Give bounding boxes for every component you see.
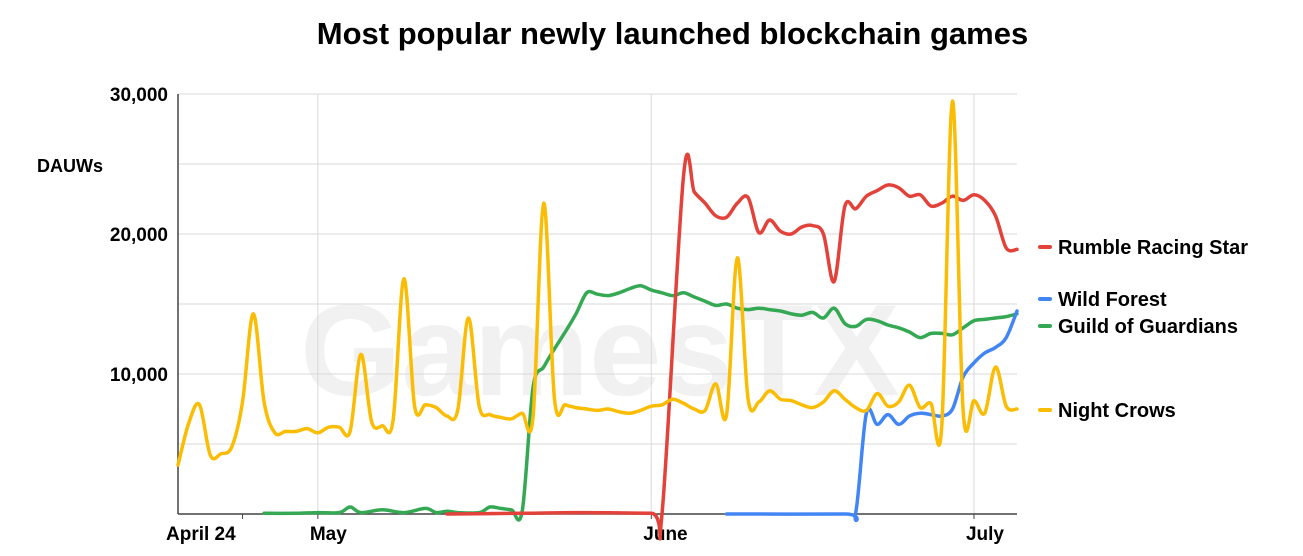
- series-line-night-crows: [176, 99, 1019, 467]
- y-axis-label: DAUWs: [37, 156, 103, 176]
- legend-label: Guild of Guardians: [1058, 316, 1238, 338]
- legend-label: Wild Forest: [1058, 289, 1167, 311]
- series-line-wild-forest: [724, 309, 1019, 523]
- x-tick-label: June: [643, 524, 687, 545]
- y-axis-ticks: 10,000 20,000 30,000: [110, 85, 168, 386]
- x-tick-label: July: [966, 524, 1004, 545]
- y-tick-label: 20,000: [110, 225, 168, 246]
- x-tick-label: April 24: [166, 524, 236, 545]
- x-tick-label: May: [310, 524, 347, 545]
- y-tick-label: 10,000: [110, 365, 168, 386]
- series-lines: [176, 99, 1019, 541]
- series-line-guild-of-guardians: [262, 284, 1019, 522]
- watermark-text: GamesTX: [300, 277, 900, 423]
- legend-label: Night Crows: [1058, 400, 1176, 422]
- chart-title: Most popular newly launched blockchain g…: [316, 16, 1029, 51]
- legend-label: Rumble Racing Star: [1058, 237, 1248, 259]
- y-tick-label: 30,000: [110, 85, 168, 106]
- grid: [177, 93, 1017, 515]
- x-axis-ticks: April 24 May June July: [166, 514, 1004, 545]
- legend: Rumble Racing Star Wild Forest Guild of Gu…: [1038, 237, 1248, 422]
